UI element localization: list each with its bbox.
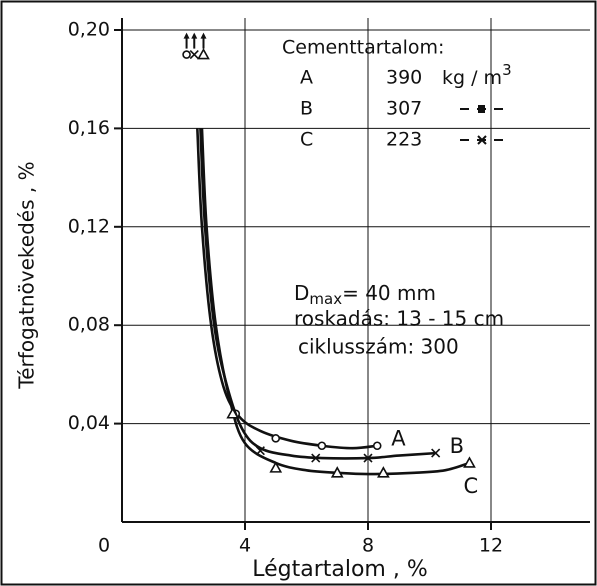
y-tick-label: 0,04 xyxy=(68,412,110,434)
x-axis-label: Légtartalom , % xyxy=(252,557,428,582)
legend-label: C xyxy=(300,129,313,151)
marker xyxy=(377,466,390,478)
legend-unit-sup: 3 xyxy=(502,61,512,79)
annotation: roskadás: 13 - 15 cm xyxy=(294,307,504,331)
y-axis-label: Térfogatnövekedés , % xyxy=(15,161,39,389)
marker xyxy=(271,434,281,443)
y-tick-label: 0,16 xyxy=(68,117,110,139)
y-tick-label: 0,20 xyxy=(68,19,110,41)
marker xyxy=(189,50,199,60)
legend-unit-text: kg / m xyxy=(442,67,502,89)
curve xyxy=(196,128,378,450)
marker xyxy=(463,456,476,468)
marker xyxy=(311,453,321,463)
annotation-part: D xyxy=(294,281,309,305)
marker xyxy=(269,461,283,473)
x-tick-label: 8 xyxy=(362,535,374,557)
legend-value: 307 xyxy=(386,98,422,120)
annotation: Dmax= 40 mm xyxy=(294,281,436,308)
annotation: ciklusszám: 300 xyxy=(298,335,459,359)
curve xyxy=(200,128,470,476)
y-tick-label: 0,12 xyxy=(68,215,110,237)
curve xyxy=(199,128,436,460)
marker xyxy=(226,407,240,419)
arrow-head xyxy=(183,32,190,39)
legend-marker xyxy=(478,105,485,113)
y-tick-label: 0,08 xyxy=(68,314,110,336)
marker xyxy=(197,47,210,60)
arrow-head xyxy=(191,32,198,39)
annotation-part: max xyxy=(309,290,342,308)
marker xyxy=(182,50,191,59)
legend-value: 390 xyxy=(386,67,422,89)
x-tick-label: 4 xyxy=(239,535,251,557)
x-tick-label: 12 xyxy=(479,535,503,557)
arrow-head xyxy=(200,32,207,39)
legend-label: A xyxy=(300,67,313,89)
marker xyxy=(431,448,441,458)
marker xyxy=(372,441,382,451)
curve-label: A xyxy=(391,427,406,451)
marker xyxy=(317,441,327,451)
y-tick-label: 0 xyxy=(98,535,110,557)
marker xyxy=(363,453,373,463)
legend-title: Cementtartalom: xyxy=(282,37,444,59)
legend-label: B xyxy=(300,98,313,120)
curve-label: B xyxy=(450,434,464,458)
legend-marker xyxy=(477,135,487,145)
legend-unit: kg / m3 xyxy=(442,61,512,89)
annotation-part: = 40 mm xyxy=(342,281,436,305)
marker xyxy=(330,466,344,478)
curve-label: C xyxy=(463,474,478,498)
legend-value: 223 xyxy=(386,129,422,151)
